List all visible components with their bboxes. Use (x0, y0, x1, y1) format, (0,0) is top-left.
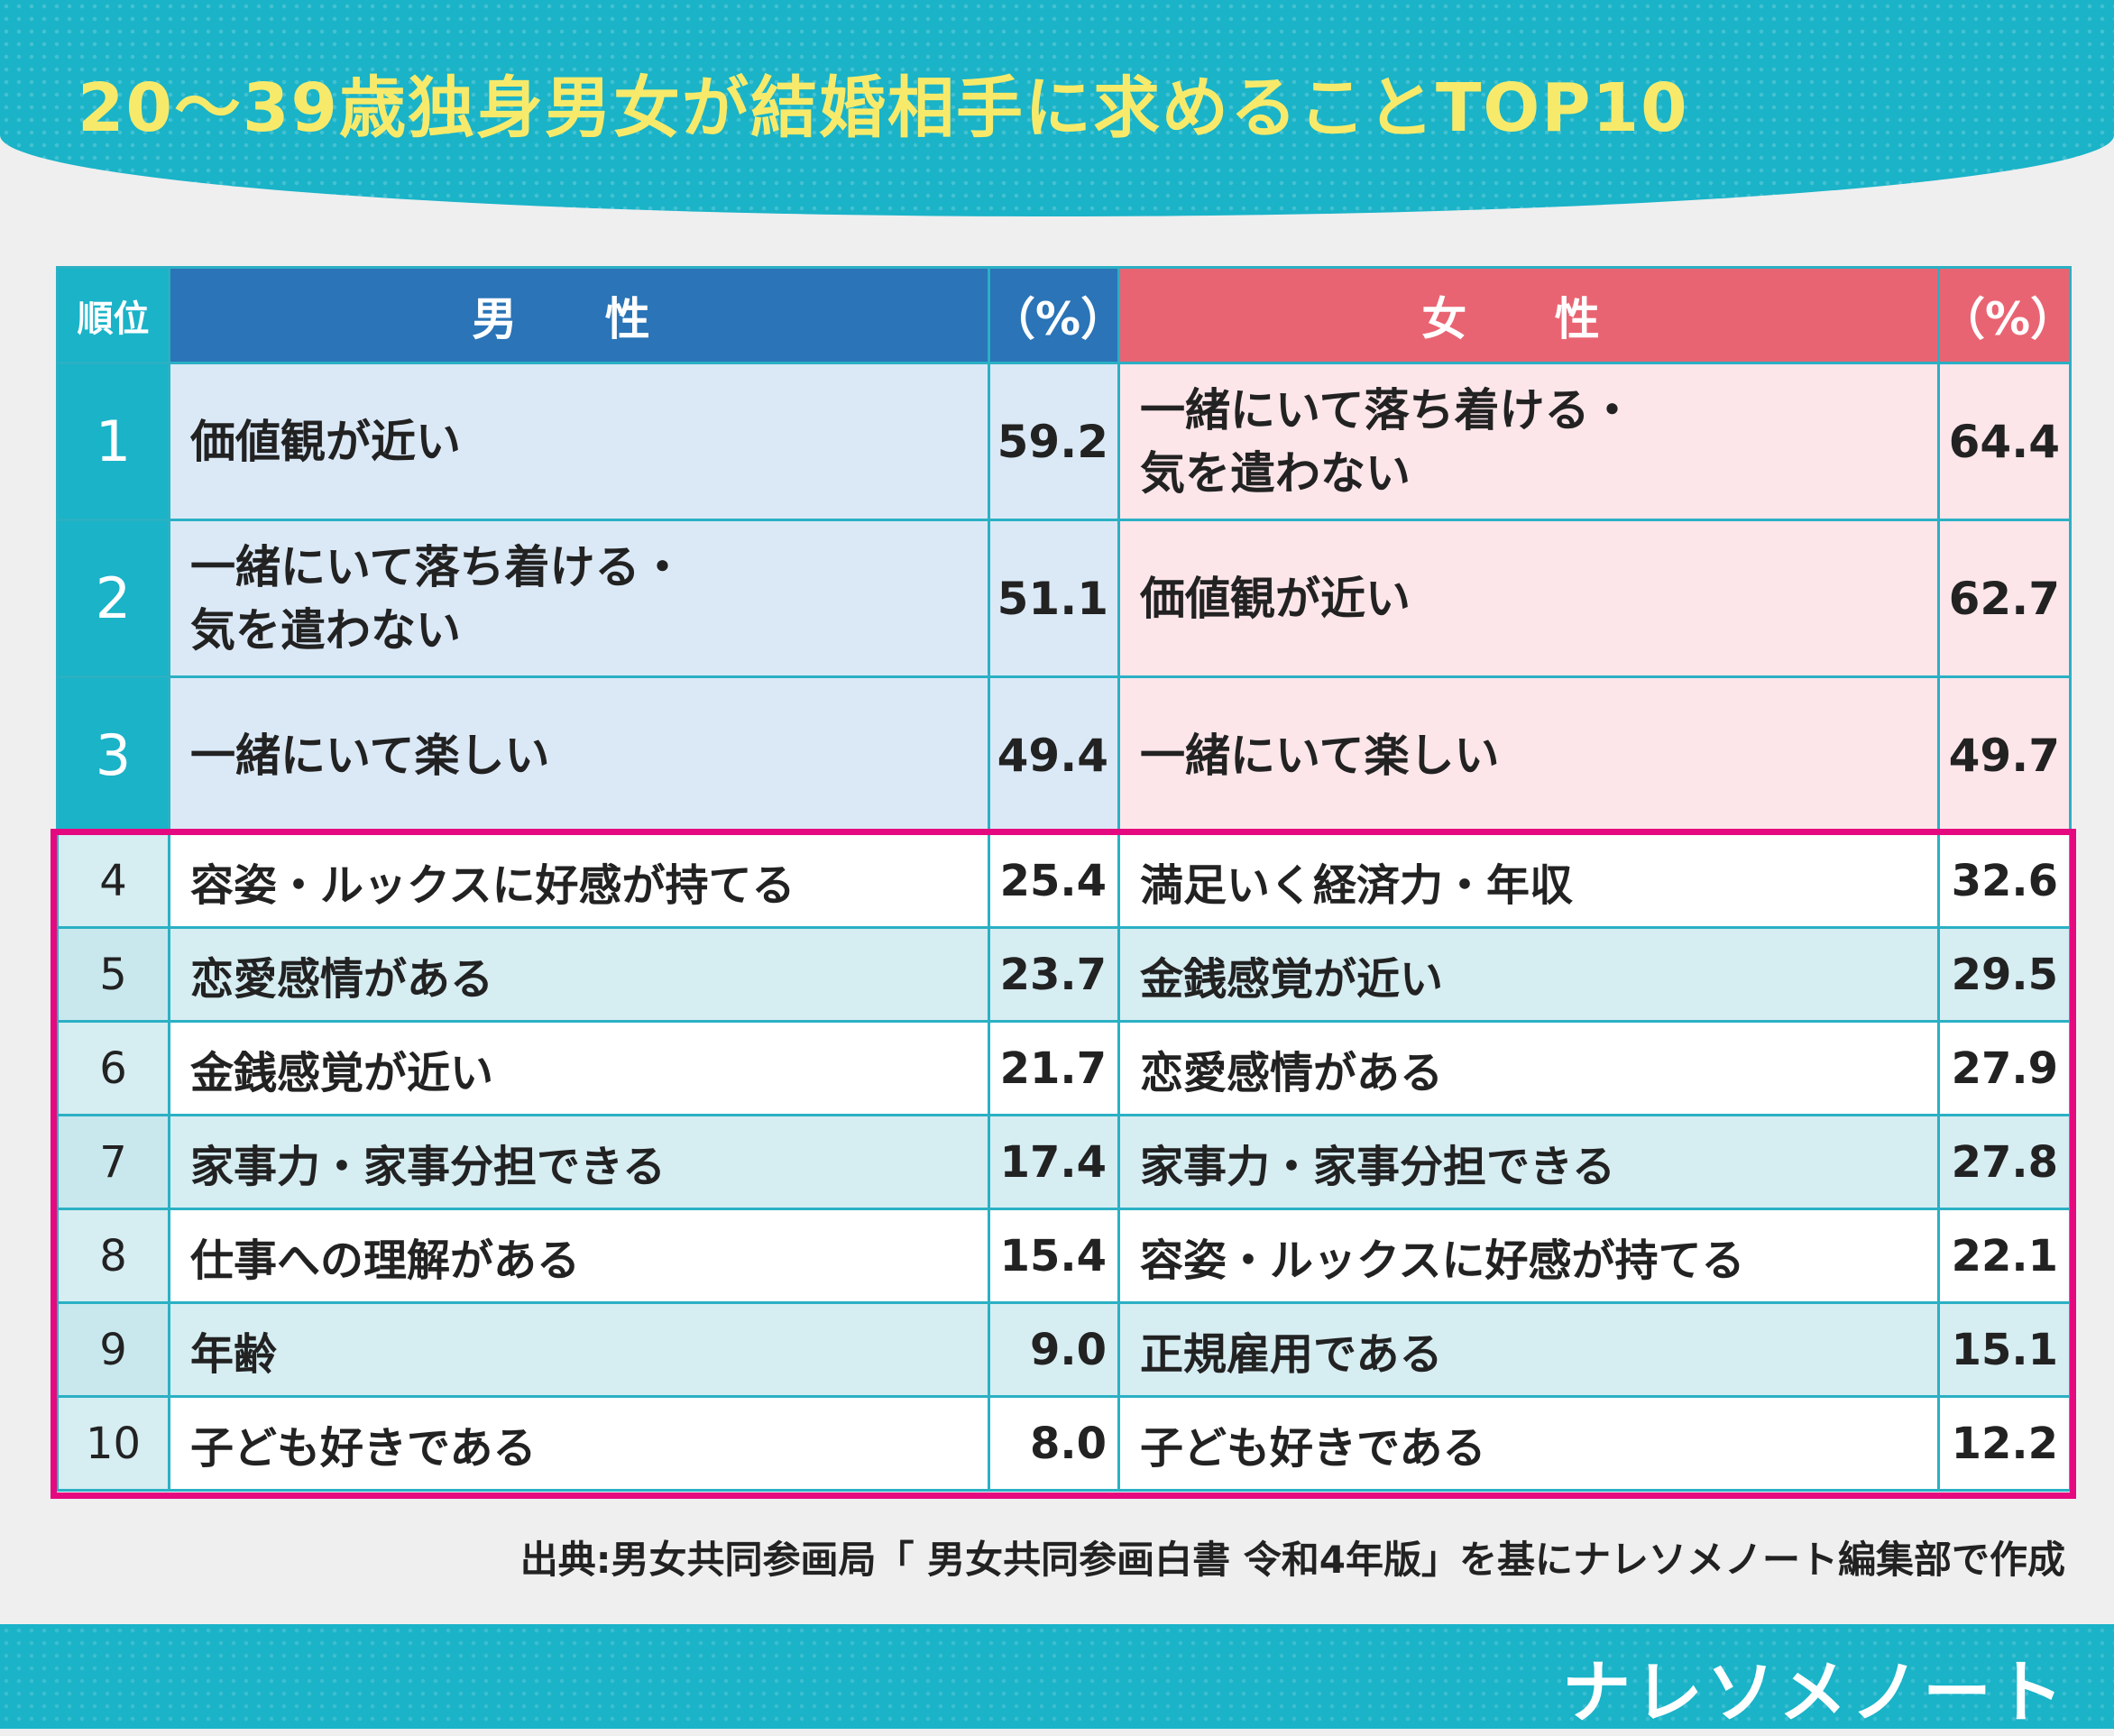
female-percent: 22.1 (1937, 1208, 2072, 1304)
table-row: 5 恋愛感情がある 23.7 金銭感覚が近い 29.5 (56, 926, 2072, 1023)
male-percent: 49.4 (988, 675, 1120, 835)
female-item: 価値観が近い (1117, 519, 1940, 678)
female-percent: 49.7 (1937, 675, 2072, 835)
rank-number: 5 (56, 926, 170, 1023)
source-citation: 出典:男女共同参画局「 男女共同参画白書 令和4年版」を基にナレソメノート編集部… (519, 1538, 2065, 1582)
male-percent: 15.4 (988, 1208, 1120, 1304)
female-item: 容姿・ルックスに好感が持てる (1117, 1208, 1940, 1304)
rank-number: 1 (56, 362, 170, 521)
table-row: 7 家事力・家事分担できる 17.4 家事力・家事分担できる 27.8 (56, 1114, 2072, 1210)
female-percent: 29.5 (1937, 926, 2072, 1023)
rank-number: 10 (56, 1395, 170, 1492)
male-percent: 51.1 (988, 519, 1120, 678)
female-percent: 64.4 (1937, 362, 2072, 521)
table-row: 1 価値観が近い 59.2 一緒にいて落ち着ける・ 気を遣わない 64.4 (56, 362, 2072, 521)
ranking-table: 順位 男 性 （%） 女 性 （%） 1 価値観が近い 59.2 一緒にいて落ち… (56, 266, 2075, 1492)
table-row: 8 仕事への理解がある 15.4 容姿・ルックスに好感が持てる 22.1 (56, 1208, 2072, 1304)
header-banner: 20～39歳独身男女が結婚相手に求めることTOP10 (0, 0, 2114, 216)
male-item: 一緒にいて楽しい (168, 675, 990, 835)
male-percent: 25.4 (988, 832, 1120, 929)
female-percent: 32.6 (1937, 832, 2072, 929)
male-item: 子ども好きである (168, 1395, 990, 1492)
male-item: 容姿・ルックスに好感が持てる (168, 832, 990, 929)
rank-number: 3 (56, 675, 170, 835)
male-item: 価値観が近い (168, 362, 990, 521)
male-percent: 17.4 (988, 1114, 1120, 1210)
male-item: 年齢 (168, 1301, 990, 1398)
table-row: 4 容姿・ルックスに好感が持てる 25.4 満足いく経済力・年収 32.6 (56, 832, 2072, 929)
rank-number: 9 (56, 1301, 170, 1398)
header-female-percent: （%） (1937, 266, 2075, 364)
table-row: 3 一緒にいて楽しい 49.4 一緒にいて楽しい 49.7 (56, 675, 2072, 835)
header-male: 男 性 (168, 266, 990, 364)
male-item: 一緒にいて落ち着ける・ 気を遣わない (168, 519, 990, 678)
female-percent: 27.9 (1937, 1020, 2072, 1116)
female-percent: 62.7 (1937, 519, 2072, 678)
table-header-row: 順位 男 性 （%） 女 性 （%） (56, 266, 2075, 364)
male-percent: 59.2 (988, 362, 1120, 521)
table-row: 9 年齢 9.0 正規雇用である 15.1 (56, 1301, 2072, 1398)
female-item: 正規雇用である (1117, 1301, 1940, 1398)
female-item: 一緒にいて楽しい (1117, 675, 1940, 835)
male-percent: 9.0 (988, 1301, 1120, 1398)
female-item: 家事力・家事分担できる (1117, 1114, 1940, 1210)
female-item: 満足いく経済力・年収 (1117, 832, 1940, 929)
female-item: 一緒にいて落ち着ける・ 気を遣わない (1117, 362, 1940, 521)
female-percent: 12.2 (1937, 1395, 2072, 1492)
rank-number: 6 (56, 1020, 170, 1116)
table-row: 6 金銭感覚が近い 21.7 恋愛感情がある 27.9 (56, 1020, 2072, 1116)
rank-number: 8 (56, 1208, 170, 1304)
table-row: 2 一緒にいて落ち着ける・ 気を遣わない 51.1 価値観が近い 62.7 (56, 519, 2072, 678)
male-item: 家事力・家事分担できる (168, 1114, 990, 1210)
male-percent: 23.7 (988, 926, 1120, 1023)
header-male-percent: （%） (988, 266, 1126, 364)
rank-number: 2 (56, 519, 170, 678)
footer-banner: ナレソメノート (0, 1624, 2114, 1732)
female-item: 恋愛感情がある (1117, 1020, 1940, 1116)
female-percent: 27.8 (1937, 1114, 2072, 1210)
female-item: 金銭感覚が近い (1117, 926, 1940, 1023)
header-rank: 順位 (56, 266, 170, 364)
male-item: 仕事への理解がある (168, 1208, 990, 1304)
male-item: 恋愛感情がある (168, 926, 990, 1023)
rank-number: 4 (56, 832, 170, 929)
male-percent: 8.0 (988, 1395, 1120, 1492)
female-item: 子ども好きである (1117, 1395, 1940, 1492)
page-title: 20～39歳独身男女が結婚相手に求めることTOP10 (78, 69, 1689, 147)
rank-number: 7 (56, 1114, 170, 1210)
header-female: 女 性 (1117, 266, 1940, 364)
male-item: 金銭感覚が近い (168, 1020, 990, 1116)
brand-logo: ナレソメノート (1562, 1652, 2067, 1732)
female-percent: 15.1 (1937, 1301, 2072, 1398)
male-percent: 21.7 (988, 1020, 1120, 1116)
table-row: 10 子ども好きである 8.0 子ども好きである 12.2 (56, 1395, 2072, 1492)
